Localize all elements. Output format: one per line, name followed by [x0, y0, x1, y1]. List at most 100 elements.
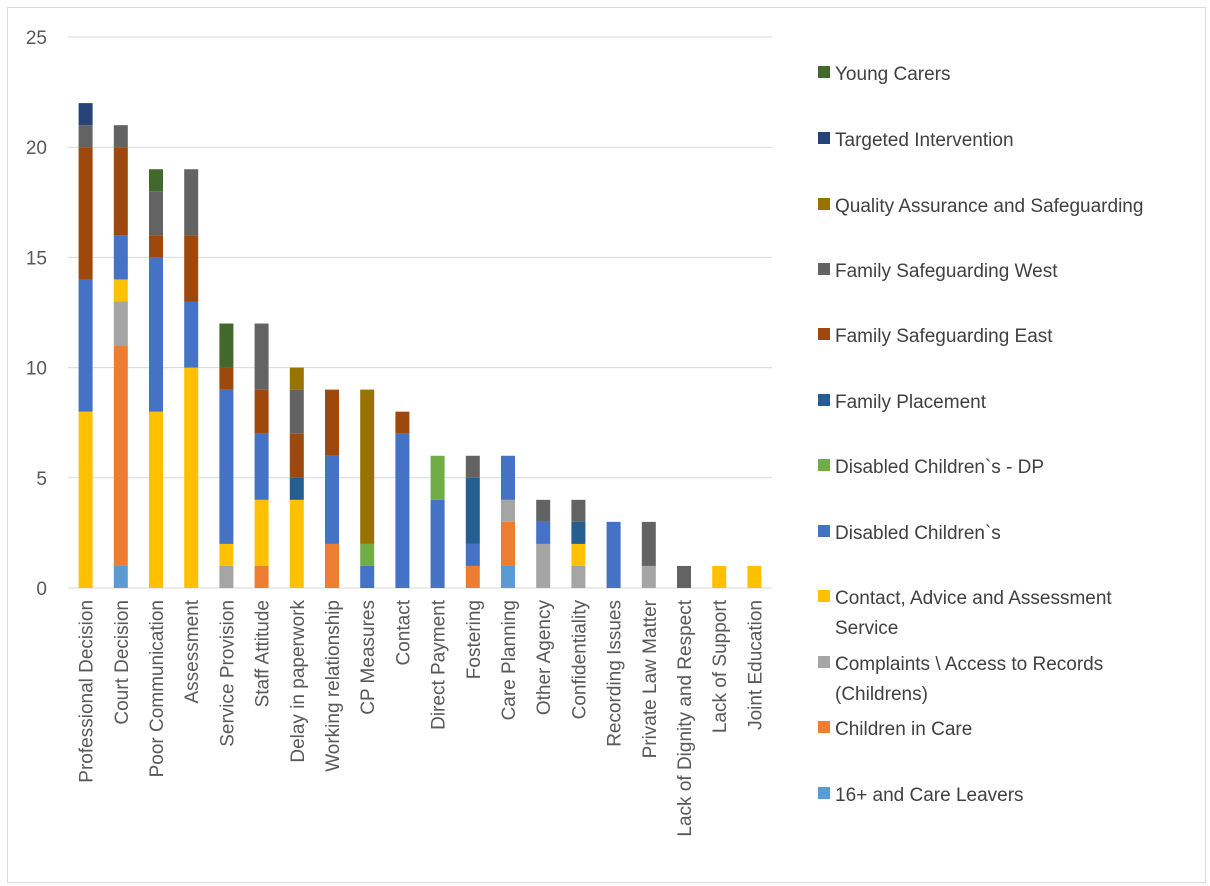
legend-swatch [818, 394, 830, 406]
bars [78, 103, 762, 588]
bar-segment [395, 411, 410, 434]
bar-segment [289, 499, 304, 588]
bar-segment [254, 433, 269, 500]
bar-segment [219, 389, 234, 544]
legend-label: Young Carers [835, 64, 950, 85]
legend-swatch [818, 590, 830, 602]
legend-swatch [818, 787, 830, 799]
bar-segment [289, 389, 304, 434]
bar-segment [325, 389, 339, 456]
bar-segment [113, 235, 128, 280]
x-tick-label: Lack of Dignity and Respect [675, 599, 696, 836]
legend-label: Children in Care [835, 719, 972, 740]
y-tick-label: 10 [26, 359, 47, 380]
legend-swatch [818, 656, 830, 668]
bar-segment [325, 543, 339, 588]
bar-segment [254, 323, 269, 390]
bar-segment [149, 411, 163, 588]
bar-segment [289, 367, 304, 390]
legend-swatch [818, 263, 830, 275]
x-tick-label: CP Measures [358, 600, 379, 715]
bar-segment [536, 499, 551, 522]
bar-segment [677, 565, 691, 588]
legend-swatch [818, 721, 830, 733]
bar-segment [78, 103, 93, 126]
bar-segment [149, 257, 163, 412]
bar-segment [712, 565, 727, 588]
y-tick-label: 15 [26, 248, 47, 269]
bar-segment [184, 367, 199, 588]
bar-segment [395, 433, 410, 588]
x-tick-label: Service Provision [217, 600, 238, 747]
bar-segment [571, 499, 586, 522]
y-tick-label: 0 [36, 579, 47, 600]
bar-segment [149, 191, 163, 236]
bar-segment [113, 345, 128, 566]
bar-segment [184, 169, 199, 236]
x-tick-label: Care Planning [499, 600, 520, 720]
legend-swatch [818, 132, 830, 144]
x-axis-ticks: Professional Decision Court Decision Poor … [77, 599, 767, 836]
legend-label: Contact, Advice and Assessment [835, 588, 1112, 609]
legend-swatch [818, 198, 830, 210]
bar-segment [113, 301, 128, 346]
bar-segment [113, 279, 128, 302]
bar-segment [501, 521, 515, 566]
bar-segment [113, 565, 128, 588]
bar-segment [289, 433, 304, 478]
x-tick-label: Recording Issues [605, 600, 626, 747]
x-tick-label: Court Decision [112, 600, 133, 725]
bar-segment [465, 477, 480, 544]
legend-label: Complaints \ Access to Records [835, 654, 1103, 675]
bar-segment [465, 543, 480, 566]
x-tick-label: Delay in paperwork [288, 600, 309, 763]
bar-segment [149, 169, 163, 192]
bar-segment [149, 235, 163, 258]
bar-segment [360, 565, 375, 588]
legend-swatch [818, 328, 830, 340]
bar-segment [571, 521, 586, 544]
legend-label: (Childrens) [835, 684, 928, 705]
chart-frame [7, 7, 1206, 883]
legend-label: Family Safeguarding West [835, 261, 1058, 282]
legend-label: Targeted Intervention [835, 130, 1014, 151]
legend-label: Disabled Children`s - DP [835, 457, 1044, 478]
x-tick-label: Contact [393, 599, 414, 665]
legend-swatch [818, 459, 830, 471]
bar-segment [430, 499, 445, 588]
y-tick-label: 20 [26, 138, 47, 159]
x-tick-label: Poor Communication [147, 600, 168, 777]
x-tick-label: Lack of Support [710, 599, 731, 733]
x-tick-label: Assessment [182, 599, 203, 703]
legend-swatch [818, 525, 830, 537]
bar-segment [571, 565, 586, 588]
bar-segment [747, 565, 762, 588]
bar-segment [360, 543, 375, 566]
bar-segment [501, 499, 515, 522]
bar-segment [219, 323, 234, 368]
bar-segment [219, 565, 234, 588]
x-tick-label: Direct Payment [429, 599, 450, 730]
bar-segment [325, 455, 339, 544]
bar-segment [465, 565, 480, 588]
x-tick-label: Professional Decision [77, 600, 98, 783]
bar-segment [78, 411, 93, 588]
bar-segment [254, 565, 269, 588]
bar-segment [78, 125, 93, 148]
y-tick-label: 25 [26, 28, 47, 49]
y-tick-label: 5 [36, 469, 47, 490]
bar-segment [536, 521, 551, 544]
bar-segment [219, 367, 234, 390]
legend-label: 16+ and Care Leavers [835, 785, 1024, 806]
bar-segment [184, 301, 199, 368]
x-tick-label: Confidentiality [569, 600, 590, 720]
bar-segment [430, 455, 445, 500]
legend-swatch [818, 66, 830, 78]
bar-segment [465, 455, 480, 478]
legend-label: Disabled Children`s [835, 523, 1001, 544]
bar-segment [113, 125, 128, 148]
legend-label: Family Placement [835, 392, 987, 413]
legend: Young Carers Targeted Intervention Quality… [818, 64, 1143, 806]
x-tick-label: Fostering [464, 600, 485, 679]
